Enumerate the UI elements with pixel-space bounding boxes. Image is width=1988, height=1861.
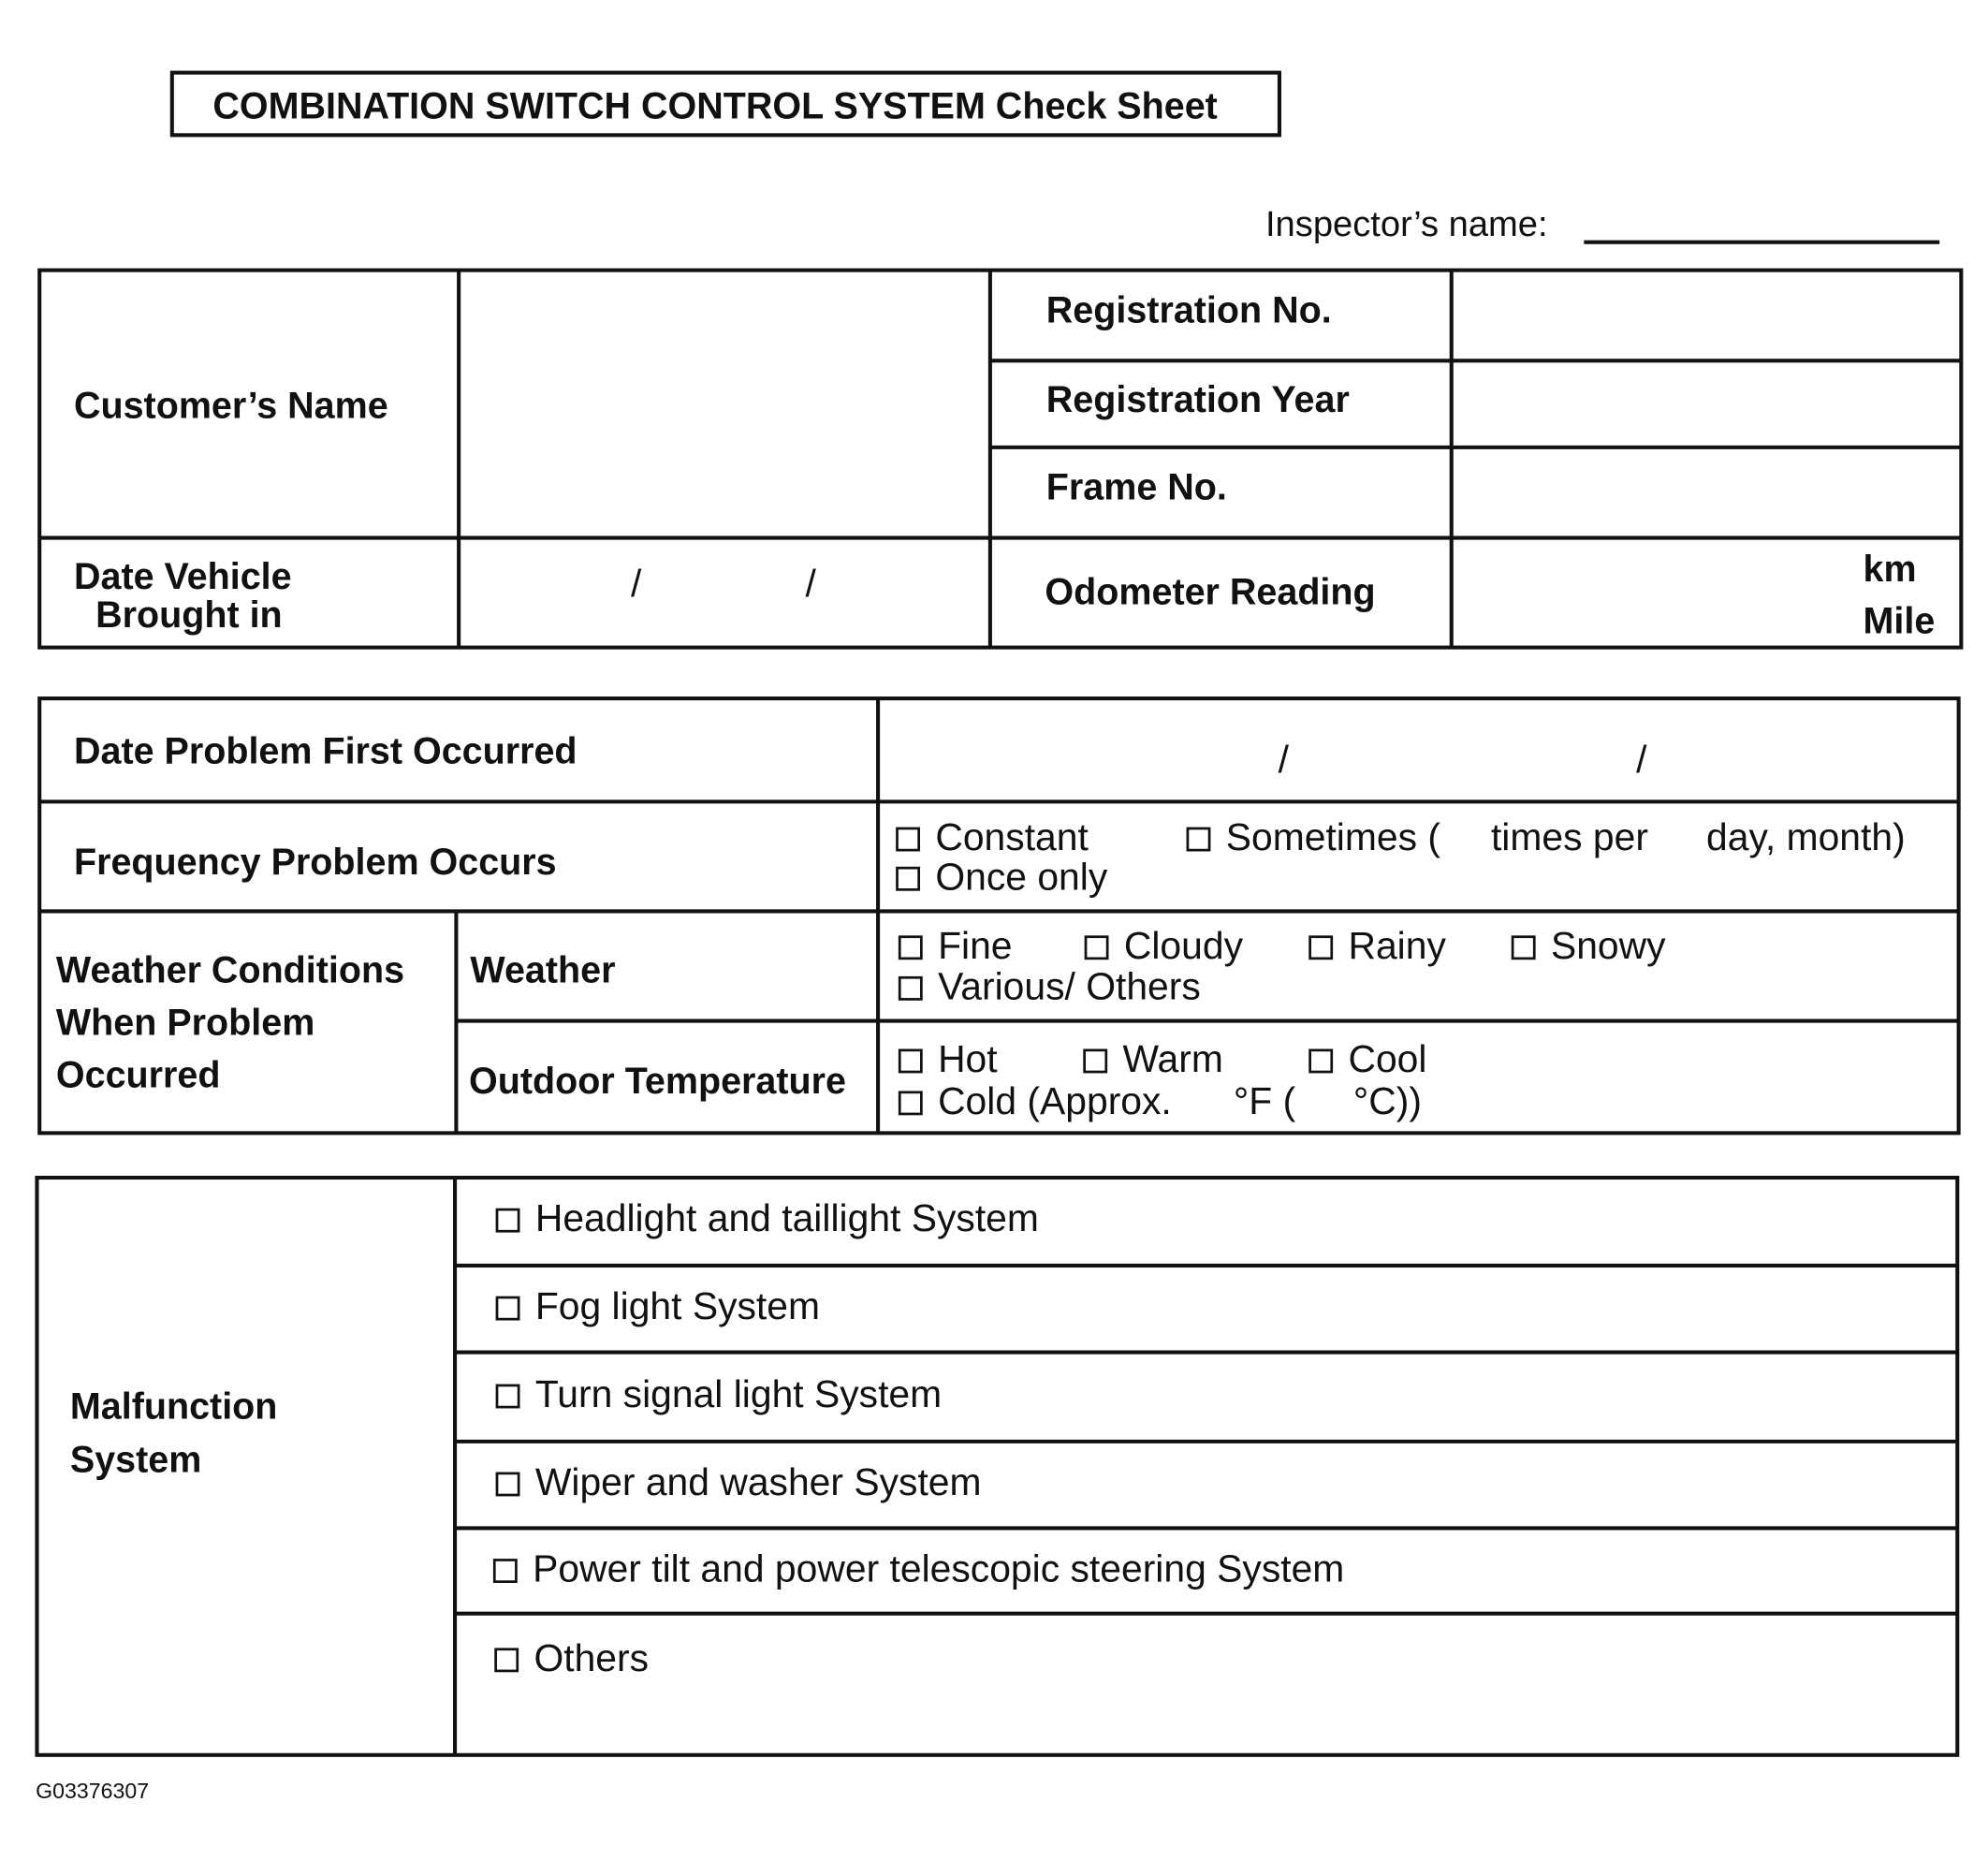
deg-f-text: °F ( bbox=[1233, 1080, 1296, 1123]
checkbox-turn-signal[interactable]: Turn signal light System bbox=[495, 1376, 942, 1414]
date-slash: / bbox=[805, 563, 816, 606]
checkbox-rainy[interactable]: Rainy bbox=[1308, 927, 1446, 966]
weather-group-label-3: Occurred bbox=[55, 1055, 221, 1096]
vehicle-table bbox=[37, 268, 1964, 650]
date-first-label: Date Problem First Occurred bbox=[73, 731, 577, 773]
checkbox-sometimes[interactable]: Sometimes ( bbox=[1186, 819, 1440, 857]
date-slash: / bbox=[1636, 739, 1647, 782]
checkbox-fine[interactable]: Fine bbox=[898, 927, 1013, 966]
checkbox-constant[interactable]: Constant bbox=[896, 819, 1089, 857]
date-slash: / bbox=[630, 563, 642, 606]
day-month-text: day, month) bbox=[1706, 816, 1906, 859]
frequency-label: Frequency Problem Occurs bbox=[73, 842, 557, 884]
checkbox-others[interactable]: Others bbox=[494, 1640, 649, 1678]
checkbox-hot[interactable]: Hot bbox=[898, 1041, 998, 1079]
checkbox-cool[interactable]: Cool bbox=[1308, 1041, 1426, 1079]
outdoor-temp-label: Outdoor Temperature bbox=[469, 1062, 846, 1103]
date-slash: / bbox=[1278, 739, 1289, 782]
malfunction-label-2: System bbox=[69, 1440, 202, 1482]
checkbox-fog-light[interactable]: Fog light System bbox=[495, 1288, 820, 1326]
checkbox-headlight[interactable]: Headlight and taillight System bbox=[495, 1200, 1039, 1239]
registration-no-label: Registration No. bbox=[1045, 290, 1332, 331]
date-vehicle-label-2: Brought in bbox=[95, 594, 283, 637]
title-box bbox=[169, 70, 1281, 138]
weather-group-label-1: Weather Conditions bbox=[55, 950, 405, 992]
checkbox-various[interactable]: Various/ Others bbox=[898, 968, 1201, 1007]
checkbox-snowy[interactable]: Snowy bbox=[1511, 927, 1666, 966]
registration-year-label: Registration Year bbox=[1045, 379, 1350, 421]
frame-no-label: Frame No. bbox=[1045, 467, 1227, 509]
customers-name-label: Customer’s Name bbox=[73, 386, 388, 428]
weather-group-label-2: When Problem bbox=[55, 1003, 315, 1045]
page-title: COMBINATION SWITCH CONTROL SYSTEM Check … bbox=[212, 86, 1218, 128]
figure-id: G03376307 bbox=[36, 1779, 150, 1804]
checkbox-warm[interactable]: Warm bbox=[1083, 1041, 1223, 1079]
km-label: km bbox=[1863, 549, 1917, 591]
checkbox-once-only[interactable]: Once only bbox=[896, 858, 1107, 898]
weather-label: Weather bbox=[470, 950, 616, 992]
checkbox-power-tilt[interactable]: Power tilt and power telescopic steering… bbox=[492, 1550, 1344, 1590]
deg-c-text: °C)) bbox=[1352, 1080, 1422, 1123]
problem-table bbox=[37, 696, 1961, 1136]
checkbox-cold[interactable]: Cold (Approx. bbox=[898, 1083, 1172, 1121]
times-per-text: times per bbox=[1490, 816, 1648, 859]
odometer-label: Odometer Reading bbox=[1045, 572, 1376, 613]
malfunction-table bbox=[35, 1175, 1960, 1757]
malfunction-label-1: Malfunction bbox=[69, 1386, 278, 1428]
checkbox-cloudy[interactable]: Cloudy bbox=[1084, 927, 1243, 966]
inspector-label: Inspector’s name: bbox=[1264, 203, 1548, 244]
date-vehicle-label-1: Date Vehicle bbox=[73, 556, 292, 598]
checkbox-wiper[interactable]: Wiper and washer System bbox=[495, 1464, 982, 1502]
mile-label: Mile bbox=[1863, 601, 1936, 643]
